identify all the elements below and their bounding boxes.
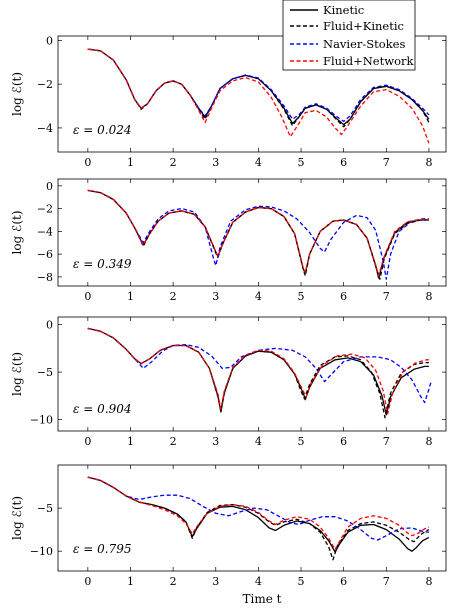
- x-tick-label: 2: [170, 435, 177, 448]
- y-tick-label: 0: [46, 180, 53, 193]
- x-tick-label: 3: [212, 156, 219, 169]
- y-tick-label: −10: [30, 414, 53, 427]
- x-tick-label: 3: [212, 575, 219, 588]
- series-line-fluid-kinetic: [87, 48, 430, 128]
- series-line-kinetic: [87, 476, 430, 553]
- x-tick-label: 5: [298, 575, 305, 588]
- x-tick-label: 8: [425, 435, 432, 448]
- legend-label-fluid-kinetic: Fluid+Kinetic: [323, 19, 404, 33]
- epsilon-annotation: ε = 0.349: [73, 257, 132, 271]
- y-axis-label: log ℰ(t): [10, 72, 24, 116]
- legend-entry-navier-stokes: Navier-Stokes: [290, 37, 405, 51]
- series-line-kinetic: [87, 327, 429, 416]
- y-axis-label: log ℰ(t): [10, 496, 24, 540]
- x-tick-label: 3: [212, 435, 219, 448]
- y-tick-label: 0: [46, 34, 53, 47]
- plot-frame: [57, 464, 447, 572]
- series-line-fluid-network: [87, 327, 429, 415]
- panels: 0 1 2 3 4 5 6 7 8 0 −2 −4 log ℰ(t) ε = 0.024 0 1 2 3 4 5 6 7 8…: [10, 34, 447, 588]
- x-tick-label: 8: [425, 575, 432, 588]
- legend: Kinetic Fluid+Kinetic Navier-Stokes Flui…: [282, 0, 416, 71]
- y-tick-label: 0: [46, 319, 53, 332]
- x-tick-label: 0: [84, 290, 91, 303]
- y-tick-label: −4: [37, 122, 53, 135]
- x-tick-label: 7: [383, 435, 390, 448]
- x-tick-label: 1: [127, 156, 134, 169]
- panel-2: 0 1 2 3 4 5 6 7 8 0 −2 −4 −6 −8 log ℰ(t) ε = 0.349: [10, 178, 447, 303]
- series-line-fluid-kinetic: [87, 476, 430, 561]
- x-tick-label: 0: [84, 575, 91, 588]
- panel-1: 0 1 2 3 4 5 6 7 8 0 −2 −4 log ℰ(t) ε = 0.024: [10, 34, 447, 169]
- x-tick-label: 4: [255, 575, 262, 588]
- x-tick-label: 6: [340, 156, 347, 169]
- x-tick-label: 0: [84, 435, 91, 448]
- epsilon-annotation: ε = 0.024: [73, 123, 131, 137]
- legend-entry-fluid-kinetic: Fluid+Kinetic: [290, 19, 404, 33]
- x-tick-label: 4: [255, 156, 262, 169]
- series-line-fluid-network: [87, 476, 430, 551]
- x-tick-label: 6: [340, 290, 347, 303]
- x-tick-label: 8: [425, 290, 432, 303]
- legend-entry-fluid-network: Fluid+Network: [290, 54, 414, 68]
- x-tick-label: 5: [298, 435, 305, 448]
- legend-entry-kinetic: Kinetic: [290, 3, 364, 17]
- x-tick-label: 1: [127, 435, 134, 448]
- y-tick-label: −2: [37, 78, 53, 91]
- legend-label-kinetic: Kinetic: [323, 3, 364, 17]
- plot-frame: [57, 316, 447, 432]
- x-tick-label: 0: [84, 156, 91, 169]
- x-tick-label: 6: [340, 435, 347, 448]
- x-tick-label: 8: [425, 156, 432, 169]
- plot-frame: [57, 35, 447, 153]
- x-tick-label: 2: [170, 290, 177, 303]
- series-line-fluid-kinetic: [87, 189, 429, 280]
- y-tick-label: −10: [30, 545, 53, 558]
- y-tick-label: −6: [37, 248, 53, 261]
- legend-label-navier-stokes: Navier-Stokes: [323, 37, 405, 51]
- x-tick-label: 1: [127, 575, 134, 588]
- x-tick-label: 7: [383, 575, 390, 588]
- x-axis-label: Time t: [243, 592, 282, 606]
- x-tick-label: 6: [340, 575, 347, 588]
- y-axis-label: log ℰ(t): [10, 352, 24, 396]
- epsilon-annotation: ε = 0.904: [73, 402, 131, 416]
- series-line-navier-stokes: [87, 476, 429, 541]
- epsilon-annotation: ε = 0.795: [73, 542, 131, 556]
- x-tick-label: 4: [255, 290, 262, 303]
- y-axis-label: log ℰ(t): [10, 210, 24, 254]
- x-tick-label: 7: [383, 290, 390, 303]
- x-tick-label: 5: [298, 290, 305, 303]
- x-tick-label: 4: [255, 435, 262, 448]
- x-tick-label: 7: [383, 156, 390, 169]
- series-line-navier-stokes: [87, 189, 429, 280]
- x-tick-label: 2: [170, 156, 177, 169]
- panel-4: 0 1 2 3 4 5 6 7 8 −5 −10 log ℰ(t) ε = 0.795: [10, 464, 447, 588]
- series-line-fluid-kinetic: [87, 327, 429, 419]
- y-tick-label: −5: [37, 502, 53, 515]
- y-tick-label: −4: [37, 225, 53, 238]
- y-tick-label: −2: [37, 203, 53, 216]
- panel-3: 0 1 2 3 4 5 6 7 8 0 −5 −10 log ℰ(t) ε = 0.904: [10, 316, 447, 448]
- y-tick-label: −8: [37, 271, 53, 284]
- legend-label-fluid-network: Fluid+Network: [323, 54, 414, 68]
- series-line-navier-stokes: [87, 48, 430, 123]
- x-tick-label: 5: [298, 156, 305, 169]
- series-line-fluid-network: [87, 189, 429, 277]
- series-line-navier-stokes: [87, 327, 432, 404]
- x-tick-label: 3: [212, 290, 219, 303]
- series-line-kinetic: [87, 189, 429, 279]
- x-tick-label: 1: [127, 290, 134, 303]
- y-tick-label: −5: [37, 366, 53, 379]
- series-line-fluid-network: [87, 48, 430, 144]
- x-tick-label: 2: [170, 575, 177, 588]
- plot-frame: [57, 178, 447, 287]
